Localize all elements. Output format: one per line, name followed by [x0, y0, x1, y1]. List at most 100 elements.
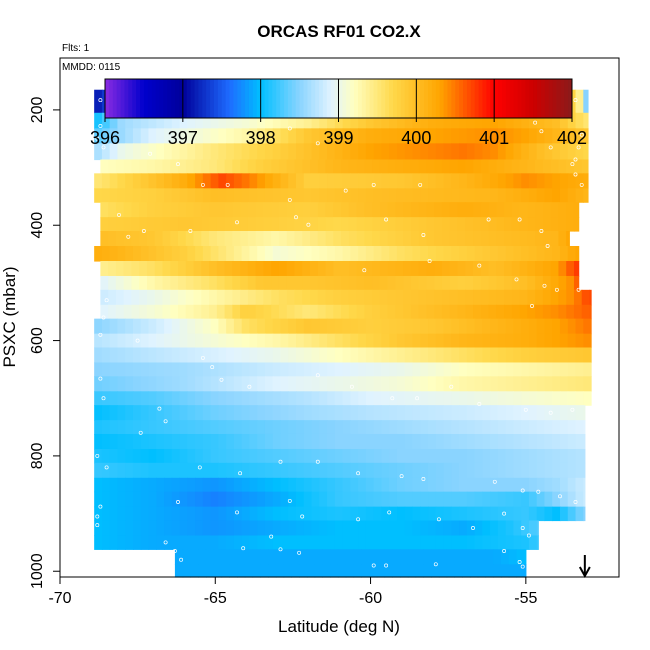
heatmap-cell	[395, 289, 404, 306]
heatmap-cell	[319, 506, 328, 522]
heatmap-cell	[187, 477, 196, 493]
observation-marker	[278, 459, 283, 464]
observation-marker	[176, 500, 180, 504]
heatmap-cell	[148, 391, 157, 406]
heatmap-cell	[187, 506, 196, 522]
heatmap-cell	[187, 112, 196, 129]
heatmap-cell	[101, 520, 111, 537]
heatmap-cell	[488, 159, 497, 174]
heatmap-cell	[202, 173, 212, 189]
heatmap-cell	[559, 347, 569, 364]
heatmap-cell	[272, 448, 282, 464]
heatmap-cell	[497, 173, 507, 189]
heatmap-cell	[334, 245, 344, 262]
heatmap-cell	[296, 347, 305, 364]
heatmap-cell	[418, 231, 428, 247]
heatmap-cell	[109, 506, 119, 522]
heatmap-cell	[296, 506, 305, 522]
heatmap-cell	[482, 391, 491, 406]
heatmap-cell	[94, 391, 103, 406]
heatmap-cell	[358, 362, 367, 377]
heatmap-cell	[536, 420, 546, 435]
heatmap-cell	[482, 506, 491, 522]
heatmap-cell	[342, 462, 351, 479]
heatmap-cell	[474, 462, 483, 479]
heatmap-cell	[490, 333, 499, 349]
heatmap-cell	[283, 549, 292, 565]
heatmap-cell	[482, 112, 491, 129]
heatmap-cell	[451, 520, 460, 537]
heatmap-cell	[311, 462, 320, 479]
colorbar: 396 397 398 399 400 401 402	[90, 78, 587, 148]
heatmap-cell	[420, 491, 429, 508]
heatmap-cell	[404, 491, 414, 508]
heatmap-cell	[218, 506, 227, 522]
heatmap-cell	[490, 448, 499, 464]
heatmap-cell	[148, 143, 157, 161]
heatmap-cell	[396, 318, 406, 335]
heatmap-cell	[156, 376, 165, 392]
heatmap-cell	[381, 391, 390, 406]
heatmap-cell	[233, 188, 243, 203]
heatmap-cell	[559, 491, 569, 508]
heatmap-cell	[466, 173, 476, 189]
heatmap-cell	[341, 289, 350, 306]
heatmap-cell	[497, 318, 507, 335]
heatmap-cell	[488, 289, 497, 306]
heatmap-cell	[536, 376, 546, 392]
heatmap-cell	[187, 448, 196, 464]
colorbar-segment	[365, 79, 371, 118]
heatmap-cell	[474, 405, 483, 421]
heatmap-cell	[536, 318, 546, 335]
heatmap-cell	[474, 188, 483, 203]
heatmap-cell	[322, 564, 331, 578]
heatmap-cell	[387, 304, 396, 320]
heatmap-cell	[156, 520, 165, 537]
observation-marker	[576, 287, 581, 292]
heatmap-cell	[575, 188, 584, 203]
heatmap-cell	[240, 289, 249, 306]
observation-marker	[539, 229, 544, 233]
heatmap-cell	[364, 304, 373, 320]
observation-marker	[362, 268, 367, 273]
heatmap-cell	[125, 173, 134, 189]
heatmap-cell	[373, 491, 383, 508]
heatmap-cell	[226, 128, 235, 144]
heatmap-cell	[544, 477, 553, 493]
colorbar-segment	[213, 79, 219, 118]
heatmap-cell	[490, 347, 499, 364]
heatmap-cell	[536, 143, 546, 161]
observation-marker	[219, 377, 224, 382]
heatmap-cell	[508, 549, 518, 565]
heatmap-cell	[123, 289, 133, 306]
heatmap-cell	[558, 231, 567, 247]
heatmap-cell	[583, 188, 589, 203]
heatmap-cell	[466, 376, 476, 392]
heatmap-cell	[583, 173, 589, 189]
heatmap-cell	[233, 128, 243, 144]
heatmap-cell	[314, 549, 324, 565]
colorbar-segment	[556, 79, 561, 118]
heatmap-cell	[497, 433, 507, 450]
colorbar-segment	[431, 79, 437, 118]
heatmap-cell	[310, 159, 319, 174]
heatmap-cell	[435, 506, 445, 522]
heatmap-cell	[350, 491, 359, 508]
heatmap-cell	[286, 275, 296, 291]
heatmap-cell	[373, 448, 383, 464]
heatmap-cell	[226, 347, 235, 364]
heatmap-cell	[216, 260, 226, 277]
heatmap-cell	[232, 304, 241, 320]
heatmap-cell	[396, 143, 406, 161]
heatmap-cell	[497, 391, 507, 406]
colorbar-segment	[217, 79, 223, 118]
heatmap-cell	[202, 143, 212, 161]
observation-marker	[287, 498, 292, 503]
heatmap-cell	[302, 231, 311, 247]
heatmap-cell	[224, 231, 233, 247]
heatmap-cell	[410, 304, 420, 320]
heatmap-cell	[156, 491, 165, 508]
heatmap-cell	[317, 217, 327, 232]
heatmap-cell	[125, 448, 134, 464]
heatmap-cell	[178, 159, 187, 174]
